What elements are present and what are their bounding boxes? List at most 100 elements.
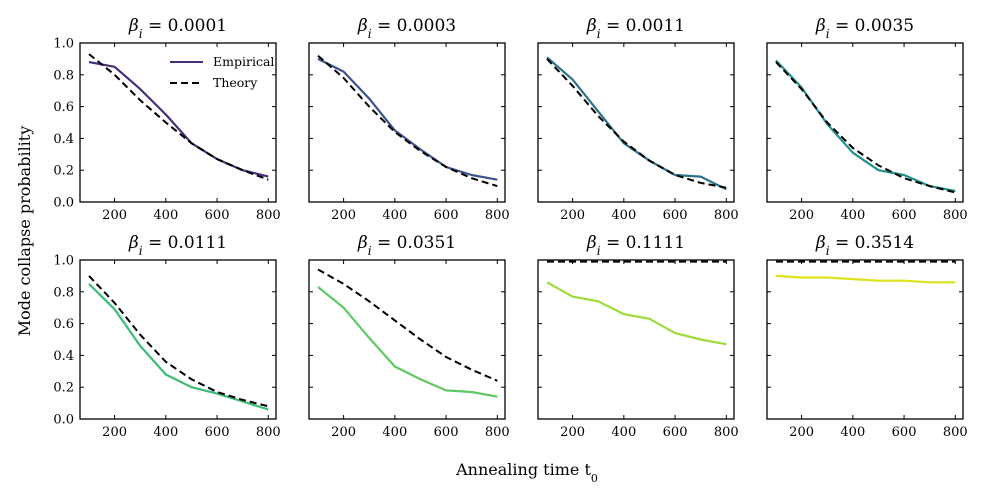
panel-title-symbol: β xyxy=(815,233,826,253)
x-tick-label: 400 xyxy=(611,425,636,440)
panel-title-symbol: β xyxy=(586,16,597,36)
y-tick-label: 0.0 xyxy=(53,413,74,428)
x-tick-label: 200 xyxy=(102,208,127,223)
panel-title-subscript: i xyxy=(139,244,143,258)
panel-title-symbol: β xyxy=(357,16,368,36)
theory-line xyxy=(317,54,498,188)
panel-frame xyxy=(766,42,964,203)
empirical-line xyxy=(317,286,498,398)
panel-title-value: = 0.1111 xyxy=(601,233,686,253)
panel-title: βi = 0.0035 xyxy=(815,16,914,41)
y-axis-label: Mode collapse probability xyxy=(15,126,34,337)
x-tick-label: 400 xyxy=(840,425,865,440)
panel-title-value: = 0.0351 xyxy=(372,233,457,253)
panel-title: βi = 0.0001 xyxy=(128,16,227,41)
theory-line xyxy=(546,58,727,189)
x-tick-label: 600 xyxy=(434,425,459,440)
x-tick-label: 400 xyxy=(382,208,407,223)
panel-title-subscript: i xyxy=(826,244,830,258)
x-tick-label: 600 xyxy=(205,425,230,440)
x-tick-label: 200 xyxy=(789,425,814,440)
x-tick-label: 600 xyxy=(663,425,688,440)
panel-title-symbol: β xyxy=(815,16,826,36)
x-tick-label: 200 xyxy=(102,425,127,440)
theory-line xyxy=(88,53,269,181)
x-tick-label: 200 xyxy=(560,208,585,223)
panel-title-subscript: i xyxy=(368,27,372,41)
x-tick-label: 400 xyxy=(611,208,636,223)
panel-frame xyxy=(766,259,964,420)
panel-title: βi = 0.1111 xyxy=(586,233,685,258)
x-tick-label: 400 xyxy=(153,208,178,223)
theory-line xyxy=(317,268,498,382)
x-tick-label: 600 xyxy=(892,208,917,223)
panel-title-subscript: i xyxy=(597,244,601,258)
empirical-line xyxy=(88,283,269,411)
x-tick-label: 600 xyxy=(205,208,230,223)
x-axis-label-subscript: 0 xyxy=(591,472,598,485)
panel-3: βi = 0.0011 200 400 600 800 xyxy=(537,16,739,223)
panel-title-value: = 0.0001 xyxy=(143,16,228,36)
panel-title-value: = 0.0003 xyxy=(372,16,457,36)
y-tick-label: 0.6 xyxy=(53,317,74,332)
x-tick-label: 800 xyxy=(485,208,510,223)
y-tick-label: 0.6 xyxy=(53,100,74,115)
x-tick-label: 200 xyxy=(560,425,585,440)
panel-title-symbol: β xyxy=(586,233,597,253)
panel-title-symbol: β xyxy=(357,233,368,253)
y-tick-label: 0.4 xyxy=(53,132,74,147)
x-tick-label: 800 xyxy=(714,208,739,223)
x-tick-label: 600 xyxy=(892,425,917,440)
x-tick-label: 800 xyxy=(943,208,968,223)
x-tick-label: 800 xyxy=(256,425,281,440)
panel-5: βi = 0.0111 0.0 0.2 0.4 0.6 0.8 1.0 200 400 600 80… xyxy=(53,233,280,440)
panel-frame xyxy=(308,42,506,203)
panel-title-subscript: i xyxy=(139,27,143,41)
x-tick-label: 600 xyxy=(434,208,459,223)
panel-7: βi = 0.1111 200 400 600 800 xyxy=(537,233,739,440)
empirical-line xyxy=(775,274,956,284)
x-tick-label: 800 xyxy=(256,208,281,223)
x-axis-label: Annealing time t0 xyxy=(455,460,598,485)
panel-title-subscript: i xyxy=(597,27,601,41)
legend-empirical-label: Empirical xyxy=(213,54,274,69)
x-tick-label: 400 xyxy=(382,425,407,440)
panel-title-value: = 0.0035 xyxy=(830,16,915,36)
y-tick-label: 0.2 xyxy=(53,381,74,396)
panel-title-symbol: β xyxy=(128,233,139,253)
panel-title: βi = 0.0003 xyxy=(357,16,456,41)
y-tick-label: 1.0 xyxy=(53,254,74,269)
panel-title: βi = 0.0011 xyxy=(586,16,685,41)
empirical-line xyxy=(546,56,727,191)
x-tick-label: 800 xyxy=(714,425,739,440)
x-tick-label: 800 xyxy=(943,425,968,440)
panel-title-value: = 0.3514 xyxy=(830,233,915,253)
y-tick-label: 0.2 xyxy=(53,164,74,179)
x-tick-label: 400 xyxy=(153,425,178,440)
panel-6: βi = 0.0351 200 400 600 800 xyxy=(308,233,510,440)
panel-title-value: = 0.0011 xyxy=(601,16,686,36)
panel-2: βi = 0.0003 200 400 600 800 xyxy=(308,16,510,223)
panel-title-value: = 0.0111 xyxy=(143,233,228,253)
y-tick-label: 0.8 xyxy=(53,68,74,83)
panel-frame xyxy=(79,259,277,420)
y-tick-label: 0.4 xyxy=(53,349,74,364)
panel-frame xyxy=(79,42,277,203)
panel-title-subscript: i xyxy=(368,244,372,258)
panel-title: βi = 0.0351 xyxy=(357,233,456,258)
x-tick-label: 200 xyxy=(789,208,814,223)
panel-4: βi = 0.0035 200 400 600 800 xyxy=(766,16,968,223)
panel-title: βi = 0.0111 xyxy=(128,233,227,258)
x-tick-label: 600 xyxy=(663,208,688,223)
panel-8: βi = 0.3514 200 400 600 800 xyxy=(766,233,968,440)
panel-1: βi = 0.0001 0.0 0.2 0.4 0.6 0.8 1.0 200 400 600 80… xyxy=(53,16,280,223)
x-tick-label: 200 xyxy=(331,208,356,223)
x-tick-label: 800 xyxy=(485,425,510,440)
theory-line xyxy=(775,61,956,194)
panel-frame xyxy=(537,259,735,420)
x-tick-label: 400 xyxy=(840,208,865,223)
panel-title-subscript: i xyxy=(826,27,830,41)
empirical-line xyxy=(546,281,727,346)
